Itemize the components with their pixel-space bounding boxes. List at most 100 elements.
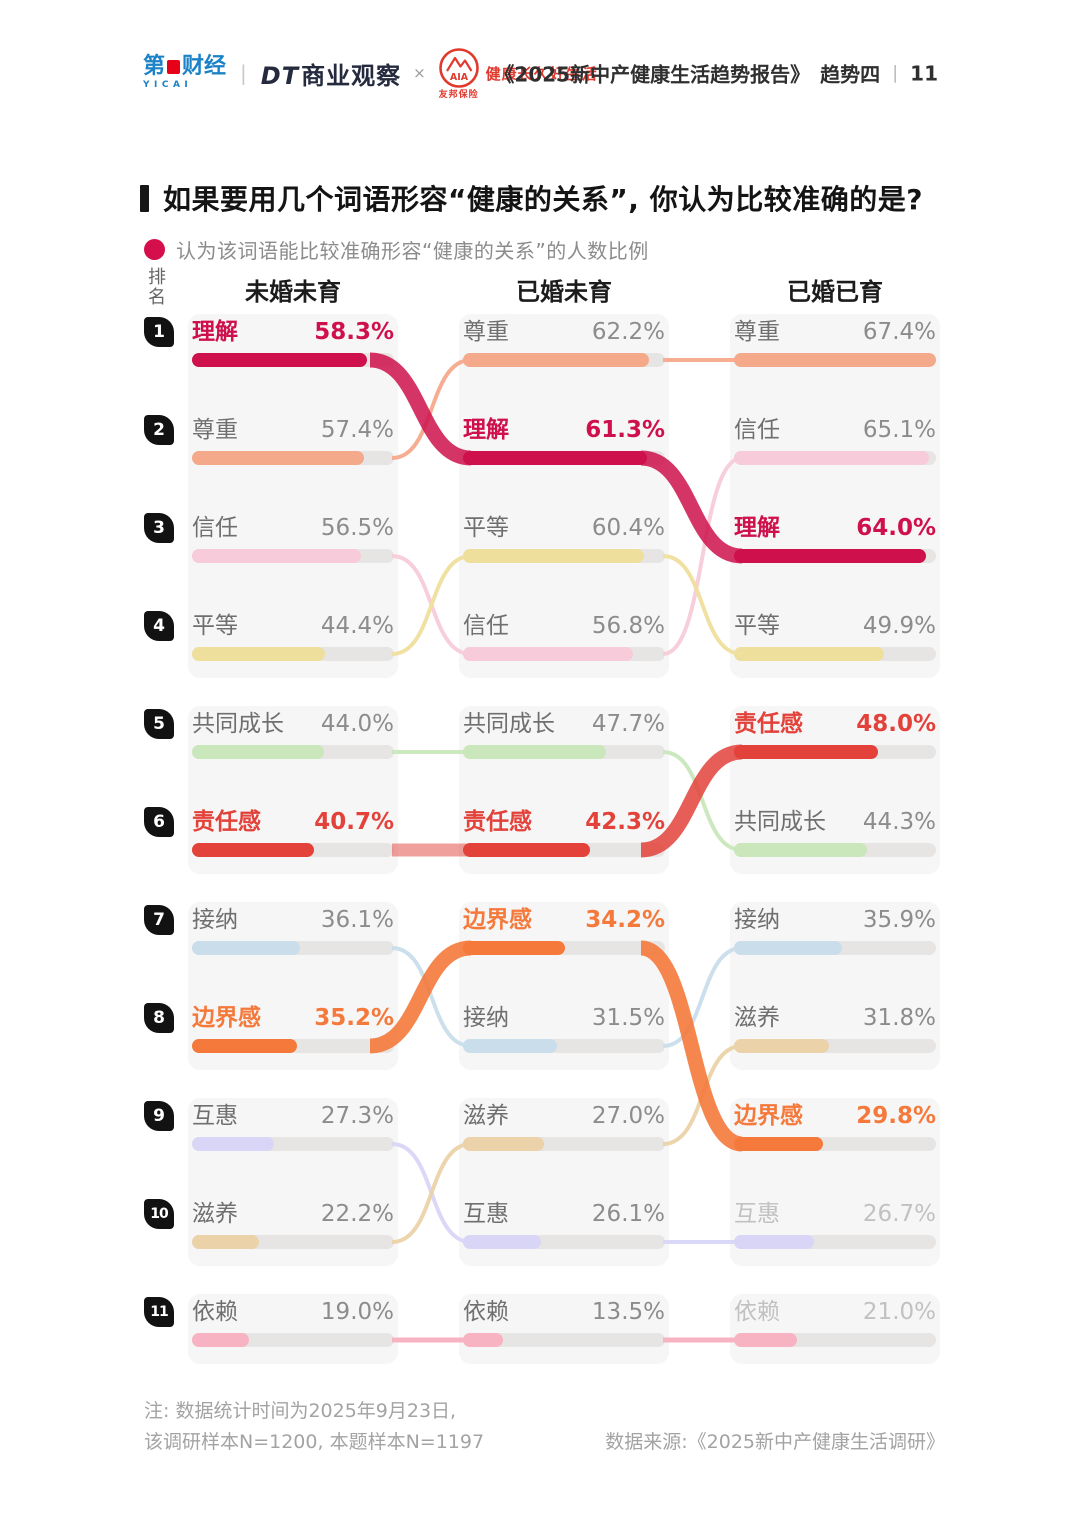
percent-value: 27.3% <box>320 1103 394 1129</box>
aia-slogan: 健康长久好生活 <box>485 64 598 83</box>
bar-fill <box>734 451 930 465</box>
percent-value: 19.0% <box>320 1299 394 1325</box>
aia-emblem-icon: AIA <box>438 47 479 88</box>
column-card <box>459 1294 669 1364</box>
rank-column-header: 排名 <box>148 267 166 308</box>
dt-logo-rest: 商业观察 <box>301 61 402 90</box>
percent-value: 48.0% <box>856 711 936 737</box>
word-label: 责任感 <box>734 711 803 737</box>
rank-badge: 11 <box>144 1297 174 1327</box>
bar-fill <box>734 745 878 759</box>
bar-fill <box>192 549 362 563</box>
bar-fill <box>734 1137 824 1151</box>
rank-badge: 1 <box>144 317 174 347</box>
yicai-logo-en: YICAI <box>143 80 193 90</box>
yicai-logo-part2: 财经 <box>182 54 227 79</box>
word-label: 理解 <box>192 319 238 345</box>
trend-label: 趋势四 <box>820 62 881 87</box>
bar-track <box>734 941 936 955</box>
bar-fill <box>734 353 936 367</box>
bar-fill <box>192 451 365 465</box>
word-label: 接纳 <box>192 907 238 933</box>
bar-track <box>463 647 665 661</box>
bar-fill <box>463 451 647 465</box>
bar-fill <box>463 1333 504 1347</box>
bar-fill <box>192 843 314 857</box>
word-label: 共同成长 <box>463 711 555 737</box>
svg-text:AIA: AIA <box>450 72 469 83</box>
bar-fill <box>192 647 326 661</box>
bar-track <box>734 1235 936 1249</box>
legend: 认为该词语能比较准确形容“健康的关系”的人数比例 <box>144 235 649 264</box>
bar-track <box>463 941 665 955</box>
percent-value: 56.5% <box>320 515 394 541</box>
dt-logo: DT商业观察 <box>261 56 401 91</box>
bar-fill <box>734 647 884 661</box>
bar-fill <box>463 549 645 563</box>
percent-value: 42.3% <box>585 809 665 835</box>
rank-badge: 10 <box>144 1199 174 1229</box>
percent-value: 49.9% <box>862 613 936 639</box>
percent-value: 21.0% <box>862 1299 936 1325</box>
bar-fill <box>463 941 566 955</box>
percent-value: 26.7% <box>862 1201 936 1227</box>
word-label: 共同成长 <box>192 711 284 737</box>
bar-track <box>463 1333 665 1347</box>
aia-logo: AIA 友邦保险 <box>438 47 480 100</box>
aia-caption: 友邦保险 <box>438 89 479 100</box>
bar-fill <box>463 843 590 857</box>
word-label: 共同成长 <box>734 809 826 835</box>
column-header: 已婚已育 <box>787 278 883 306</box>
bar-fill <box>734 549 926 563</box>
word-label: 边界感 <box>463 907 532 933</box>
chart-title-row: 如果要用几个词语形容“健康的关系”, 你认为比较准确的是? <box>140 178 923 218</box>
yicai-logo-part1: 第 <box>143 54 166 79</box>
bar-fill <box>463 1235 542 1249</box>
word-label: 滋养 <box>734 1005 780 1031</box>
bar-track <box>192 451 394 465</box>
percent-value: 29.8% <box>856 1103 936 1129</box>
word-label: 信任 <box>734 417 780 443</box>
word-label: 理解 <box>463 417 509 443</box>
bar-fill <box>734 843 867 857</box>
footnote-line2: 该调研样本N=1200, 本题样本N=1197 <box>144 1431 485 1453</box>
percent-value: 31.8% <box>862 1005 936 1031</box>
percent-value: 26.1% <box>591 1201 665 1227</box>
column-card <box>730 1294 940 1364</box>
column-card <box>459 314 669 678</box>
page-number: 11 <box>910 61 938 85</box>
percent-value: 35.9% <box>862 907 936 933</box>
percent-value: 44.0% <box>320 711 394 737</box>
rank-badge: 3 <box>144 513 174 543</box>
rank-badge: 7 <box>144 905 174 935</box>
word-label: 滋养 <box>463 1103 509 1129</box>
yicai-logo-cn: 第 财经 <box>143 56 226 78</box>
bar-fill <box>463 1137 544 1151</box>
percent-value: 22.2% <box>320 1201 394 1227</box>
bar-track <box>192 1235 394 1249</box>
legend-label: 认为该词语能比较准确形容“健康的关系”的人数比例 <box>176 239 649 263</box>
percent-value: 67.4% <box>862 319 936 345</box>
bar-track <box>734 1333 936 1347</box>
bar-fill <box>734 1333 797 1347</box>
word-label: 尊重 <box>192 417 238 443</box>
bar-track <box>734 1039 936 1053</box>
word-label: 尊重 <box>734 319 780 345</box>
word-label: 依赖 <box>192 1299 238 1325</box>
bar-fill <box>192 1235 259 1249</box>
bar-track <box>192 549 394 563</box>
word-label: 信任 <box>463 613 509 639</box>
rank-badge: 2 <box>144 415 174 445</box>
bar-track <box>463 1039 665 1053</box>
bar-fill <box>463 1039 558 1053</box>
bar-track <box>734 1137 936 1151</box>
bar-fill <box>192 1039 298 1053</box>
percent-value: 34.2% <box>585 907 665 933</box>
percent-value: 35.2% <box>314 1005 394 1031</box>
word-label: 互惠 <box>192 1103 238 1129</box>
page-header: 第 财经 YICAI | DT商业观察 × AIA 友邦保险 健康长久好生活 《… <box>143 36 938 110</box>
column-header: 未婚未育 <box>245 278 341 306</box>
rank-badge: 5 <box>144 709 174 739</box>
rank-badge: 4 <box>144 611 174 641</box>
percent-value: 56.8% <box>591 613 665 639</box>
